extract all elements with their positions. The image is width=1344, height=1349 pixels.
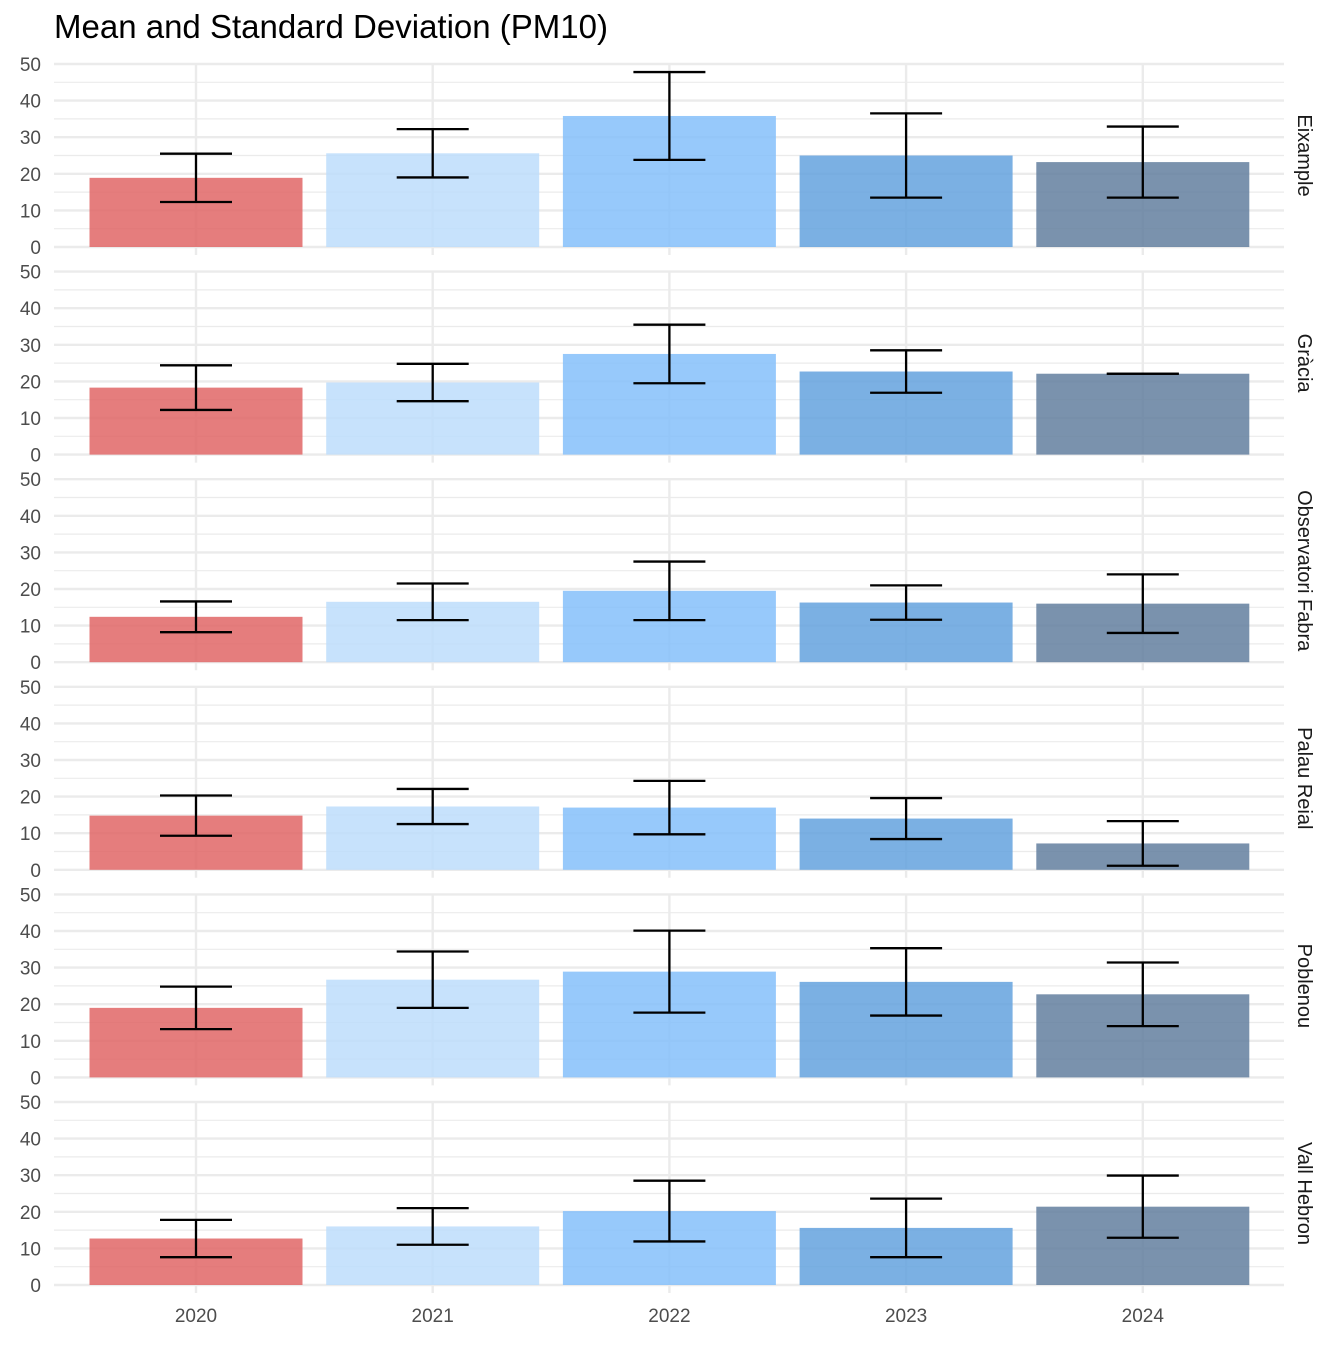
facet-label-observatori-fabra: Observatori Fabra [1293,490,1315,652]
y-tick-label: 50 [20,263,41,284]
facet-label-gr-cia: Gràcia [1293,334,1315,394]
y-tick-label: 50 [20,55,41,76]
y-tick-label: 20 [20,995,41,1016]
x-tick-label: 2023 [885,1306,927,1327]
y-tick-label: 20 [20,580,41,601]
y-tick-label: 0 [30,861,41,882]
chart-title: Mean and Standard Deviation (PM10) [54,8,608,45]
y-tick-label: 30 [20,751,41,772]
y-tick-label: 40 [20,507,41,528]
y-tick-label: 10 [20,824,41,845]
x-tick-label: 2024 [1122,1306,1165,1327]
y-tick-label: 0 [30,238,41,259]
x-tick-label: 2020 [175,1306,217,1327]
bar-gr-cia-2024 [1036,373,1250,455]
x-tick-label: 2022 [648,1306,690,1327]
y-tick-label: 30 [20,128,41,149]
y-tick-label: 50 [20,678,41,699]
y-tick-label: 0 [30,1068,41,1089]
y-tick-label: 10 [20,409,41,430]
y-tick-label: 0 [30,653,41,674]
y-tick-label: 30 [20,1166,41,1187]
y-tick-label: 20 [20,788,41,809]
y-tick-label: 30 [20,959,41,980]
y-tick-label: 40 [20,92,41,113]
y-tick-label: 20 [20,1203,41,1224]
facet-label-eixample: Eixample [1293,114,1315,196]
y-tick-label: 20 [20,165,41,186]
y-tick-label: 10 [20,617,41,638]
y-tick-label: 40 [20,1130,41,1151]
y-tick-label: 50 [20,885,41,906]
facet-label-poblenou: Poblenou [1293,944,1315,1029]
x-tick-label: 2021 [412,1306,454,1327]
y-tick-label: 0 [30,1276,41,1297]
y-tick-label: 30 [20,336,41,357]
y-tick-label: 40 [20,299,41,320]
y-tick-label: 10 [20,1239,41,1260]
y-tick-label: 0 [30,446,41,467]
y-tick-label: 50 [20,470,41,491]
y-tick-label: 10 [20,1032,41,1053]
facet-label-palau-reial: Palau Reial [1293,727,1315,829]
y-tick-label: 30 [20,543,41,564]
y-tick-label: 40 [20,922,41,943]
y-tick-label: 20 [20,372,41,393]
y-tick-label: 50 [20,1093,41,1114]
y-tick-label: 10 [20,201,41,222]
facet-label-vall-hebron: Vall Hebron [1293,1142,1315,1245]
y-tick-label: 40 [20,714,41,735]
